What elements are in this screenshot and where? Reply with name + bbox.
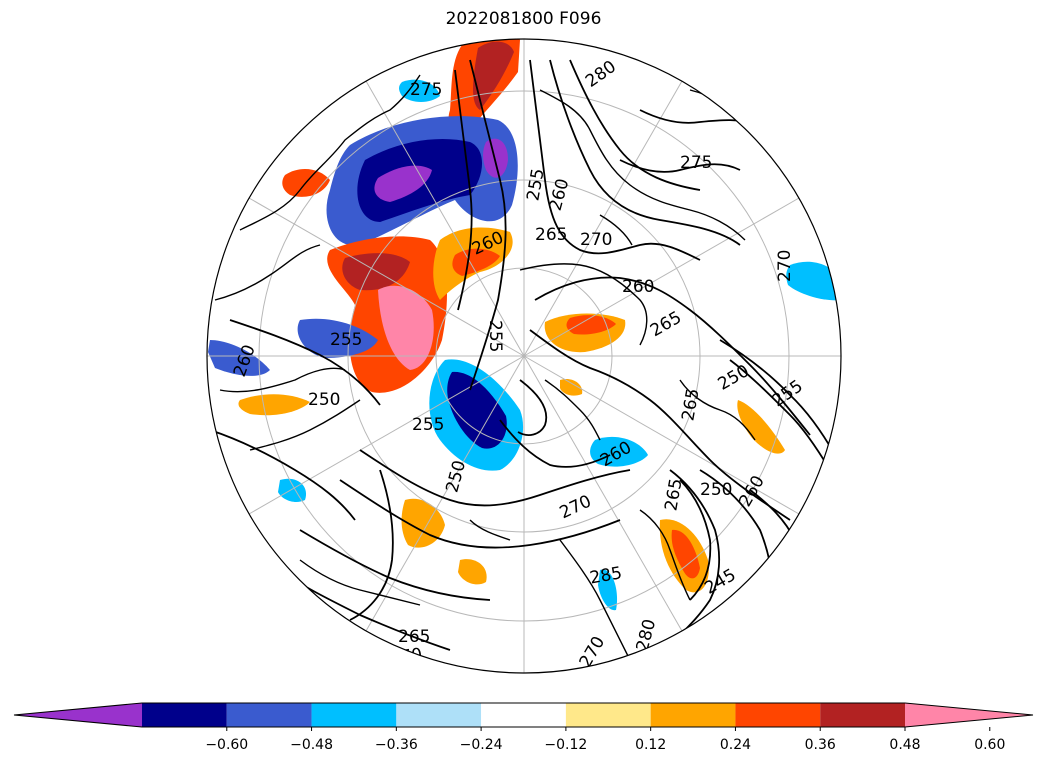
colorbar-bin xyxy=(820,703,905,727)
contour-label: 260 xyxy=(622,277,654,297)
map-boundary xyxy=(206,38,842,674)
colorbar-bin xyxy=(226,703,312,727)
colorbar-bin xyxy=(396,703,482,727)
contour-label: 275 xyxy=(410,80,442,100)
colorbar-tick-label: −0.36 xyxy=(375,737,418,753)
weak-positive-anomaly-region xyxy=(560,378,583,396)
weak-negative-anomaly-region xyxy=(598,569,618,611)
contour-label: 255 xyxy=(412,415,444,435)
contour-label: 270 xyxy=(389,645,424,669)
graticule xyxy=(207,39,841,673)
contour-label: 255 xyxy=(330,330,362,350)
positive-anomaly-region xyxy=(671,529,700,579)
contour-label: 265 xyxy=(535,225,567,245)
colorbar-bin xyxy=(650,703,736,727)
contour-label: 265 xyxy=(398,627,430,647)
positive-anomaly-region xyxy=(566,315,616,335)
weak-negative-anomaly-region xyxy=(590,436,648,467)
colorbar-bin xyxy=(735,703,821,727)
colorbar-tick-label: −0.48 xyxy=(290,737,333,753)
positive-anomaly-region xyxy=(452,248,500,276)
colorbar-tick-label: 0.24 xyxy=(720,737,751,753)
colorbar-tick-label: −0.12 xyxy=(544,737,587,753)
colorbar-tick-label: 0.36 xyxy=(805,737,836,753)
map-title: 2022081800 F096 xyxy=(445,9,602,29)
contour-label: 275 xyxy=(680,153,712,173)
colorbar-tick-label: −0.24 xyxy=(460,737,503,753)
colorbar-outline xyxy=(13,702,1034,728)
extreme-negative-anomaly-region xyxy=(374,165,432,202)
colorbar-tick-label: 0.48 xyxy=(889,737,920,753)
contour-label: 270 xyxy=(775,250,795,282)
weak-negative-anomaly-region xyxy=(399,79,440,102)
colorbar: −0.60 −0.48 −0.36 −0.24 −0.12 0.12 0.24 0.36 0.4… xyxy=(13,702,1034,753)
contour-label: 255 xyxy=(485,320,505,352)
weak-positive-anomaly-region xyxy=(737,400,785,454)
weak-positive-anomaly-region xyxy=(401,498,445,548)
extreme-positive-anomaly-region xyxy=(378,285,434,370)
extreme-negative-anomaly-region xyxy=(483,138,508,178)
colorbar-tick-label: 0.12 xyxy=(635,737,666,753)
colorbar-bin xyxy=(565,703,651,727)
colorbar-extend-max xyxy=(905,703,1033,727)
colorbar-bin xyxy=(311,703,397,727)
colorbar-tick-label: −0.60 xyxy=(205,737,248,753)
weak-positive-anomaly-region xyxy=(458,559,487,585)
contour-label: 270 xyxy=(580,230,612,250)
weak-positive-anomaly-region xyxy=(238,394,310,416)
weak-negative-anomaly-region xyxy=(297,318,378,358)
colorbar-tick-label: 0.60 xyxy=(974,737,1005,753)
contour-label: 250 xyxy=(308,390,340,410)
strong-positive-anomaly-region xyxy=(473,41,514,111)
contour-labels: 280 275 275 270 270 265 265 260 260 260 … xyxy=(230,57,807,671)
colorbar-bin xyxy=(142,703,227,727)
weak-negative-anomaly-region xyxy=(786,261,841,301)
polar-map: 280 275 275 270 270 265 265 260 260 260 … xyxy=(206,38,842,674)
weak-negative-anomaly-region xyxy=(208,340,270,376)
colorbar-extend-min xyxy=(14,703,142,727)
contour-label: 250 xyxy=(700,480,732,500)
colorbar-bin xyxy=(481,703,566,727)
